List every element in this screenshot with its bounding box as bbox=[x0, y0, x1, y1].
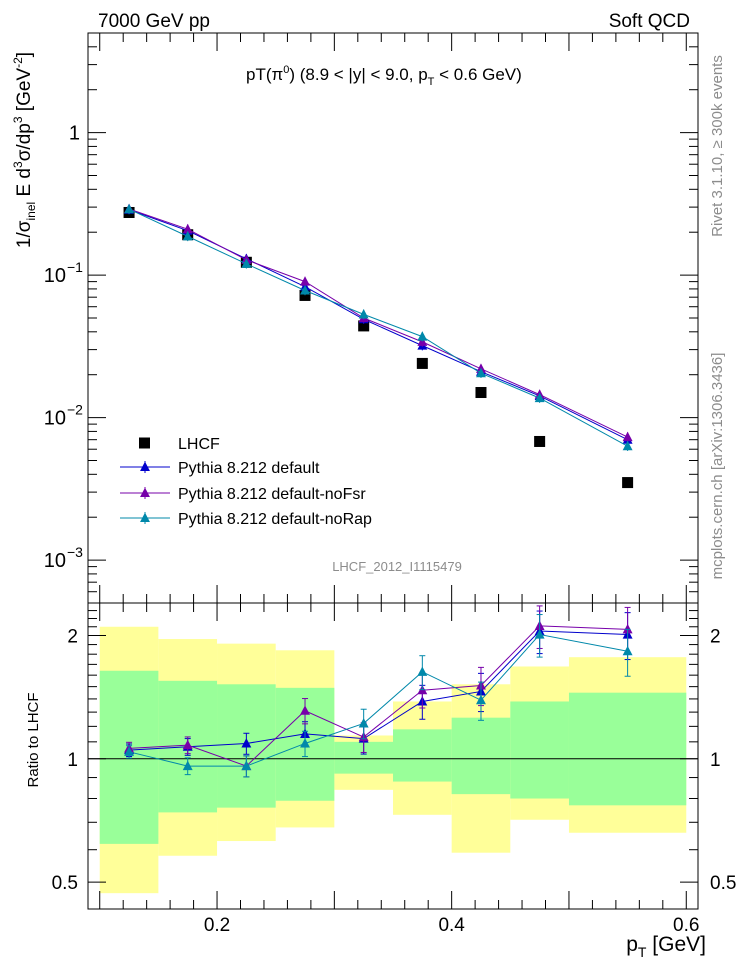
pythia-8-212-default-nofsr-marker bbox=[300, 276, 310, 286]
pythia-8-212-default-norap-ratio-marker bbox=[622, 645, 633, 656]
lhcf-data-point bbox=[416, 357, 428, 369]
ratio-y-tick-label: 2 bbox=[67, 626, 78, 647]
header-right: Soft QCD bbox=[609, 11, 690, 32]
legend-marker bbox=[140, 512, 150, 523]
legend-label: Pythia 8.212 default bbox=[178, 460, 320, 477]
pythia-8-212-default-norap-marker bbox=[534, 392, 545, 403]
main-y-axis-label: 1/σinel E d3σ/dp3 [GeV-2] bbox=[11, 52, 38, 248]
axes-ticks: 10−310−210 −110.2 0.4 0.60.5 0.51 12 2 bbox=[44, 32, 736, 936]
main-y-tick-label: 1 bbox=[69, 123, 80, 145]
x-tick-label: 0.4 bbox=[438, 915, 465, 936]
main-y-tick-label-exponent: −3 bbox=[67, 544, 83, 560]
pythia-8-212-default-nofsr-ratio-marker bbox=[182, 739, 193, 750]
ratio-y-tick-label: 0.5 bbox=[52, 873, 78, 894]
x-axis-label-text: pT [GeV] bbox=[626, 933, 706, 960]
lhcf-data-point bbox=[475, 387, 487, 399]
pythia-8-212-default-norap-ratio-marker bbox=[358, 718, 369, 728]
ratio-y-tick-label: 1 bbox=[67, 750, 78, 771]
main-y-tick-label: 10 bbox=[44, 550, 66, 572]
green-band-bin bbox=[451, 717, 511, 795]
legend-marker bbox=[140, 461, 150, 472]
ratio-uncertainty-bands bbox=[99, 626, 687, 894]
pythia-8-212-default-norap-marker bbox=[182, 230, 193, 241]
main-y-axis-label-text: 1/σinel E d3σ/dp3 [GeV-2] bbox=[11, 52, 38, 248]
pythia-8-212-default-norap-ratio-marker bbox=[182, 760, 193, 771]
main-y-tick-label-exponent: −2 bbox=[67, 402, 83, 418]
pythia-8-212-default-norap-ratio-marker bbox=[534, 629, 545, 639]
pythia-8-212-default-norap-marker bbox=[476, 367, 486, 378]
x-tick-label: 0.6 bbox=[673, 915, 699, 936]
ratio-y-tick-label-right: 0.5 bbox=[710, 873, 736, 894]
x-tick-label: 0.2 bbox=[204, 915, 230, 936]
ratio-y-axis-label: Ratio to LHCF bbox=[25, 692, 42, 787]
x-axis-label: pT [GeV] bbox=[626, 933, 706, 960]
pythia-8-212-default-ratio-marker bbox=[241, 738, 252, 748]
main-y-tick-label-exponent: −1 bbox=[67, 259, 83, 275]
ratio-plot-frame bbox=[87, 602, 699, 910]
green-band-bin bbox=[568, 692, 687, 806]
pythia-8-212-default-norap-marker bbox=[358, 308, 369, 319]
pythia-8-212-default-norap-ratio-marker bbox=[476, 694, 486, 705]
pythia-8-212-default-norap-ratio-marker bbox=[417, 666, 428, 676]
plot-title: pT(π0) (8.9 < |y| < 9.0, pT < 0.6 GeV) bbox=[246, 64, 522, 88]
green-band-bin bbox=[510, 701, 569, 799]
pythia-8-212-default-nofsr-ratio-marker bbox=[300, 705, 310, 715]
ratio-plot-layer bbox=[88, 605, 698, 778]
ratio-y-tick-label-right: 2 bbox=[710, 626, 721, 647]
green-band-bin bbox=[393, 729, 452, 782]
main-plot-layer bbox=[123, 203, 634, 489]
pythia-8-212-default-norap-marker bbox=[622, 440, 633, 451]
legend-lhcf-marker bbox=[139, 437, 150, 449]
plot-title-text: pT(π0) (8.9 < |y| < 9.0, pT < 0.6 GeV) bbox=[246, 64, 522, 88]
mcplots-label: mcplots.cern.ch [arXiv:1306.3436] bbox=[709, 353, 726, 580]
pythia-8-212-default-norap-marker bbox=[300, 285, 310, 295]
rivet-version-label: Rivet 3.1.10, ≥ 300k events bbox=[709, 55, 726, 237]
header-left: 7000 GeV pp bbox=[98, 11, 210, 32]
lhcf-data-point bbox=[622, 477, 634, 489]
lhcf-data-point bbox=[358, 320, 370, 332]
legend-label: LHCF bbox=[178, 436, 220, 453]
pythia-8-212-default-norap-marker bbox=[124, 203, 135, 214]
main-y-tick-label: 10 bbox=[44, 408, 66, 430]
legend: LHCF Pythia 8.212 default Pythia 8.212 def… bbox=[120, 436, 372, 528]
pythia-8-212-default-nofsr-marker bbox=[182, 223, 193, 234]
ratio-y-tick-label-right: 1 bbox=[710, 750, 721, 771]
pythia-8-212-default-norap-ratio-marker bbox=[124, 746, 135, 756]
pythia-8-212-default-norap-line bbox=[128, 208, 628, 447]
legend-label: Pythia 8.212 default-noRap bbox=[178, 511, 372, 528]
pythia-8-212-default-nofsr-ratio-marker bbox=[622, 623, 633, 634]
main-y-tick-label: 10 bbox=[44, 265, 66, 287]
pythia-8-212-default-norap-marker bbox=[241, 258, 252, 268]
legend-label: Pythia 8.212 default-noFsr bbox=[178, 486, 366, 503]
pythia-8-212-default-nofsr-marker bbox=[622, 431, 633, 442]
pythia-8-212-default-norap-ratio-marker bbox=[241, 760, 252, 771]
lhcf-data-point bbox=[534, 435, 546, 447]
legend-marker bbox=[140, 487, 150, 498]
pythia-8-212-default-norap-ratio-marker bbox=[300, 738, 310, 748]
lhcf-data-point bbox=[299, 289, 311, 301]
analysis-id: LHCF_2012_I1115479 bbox=[332, 559, 462, 574]
pythia-8-212-default-norap-marker bbox=[417, 331, 428, 341]
